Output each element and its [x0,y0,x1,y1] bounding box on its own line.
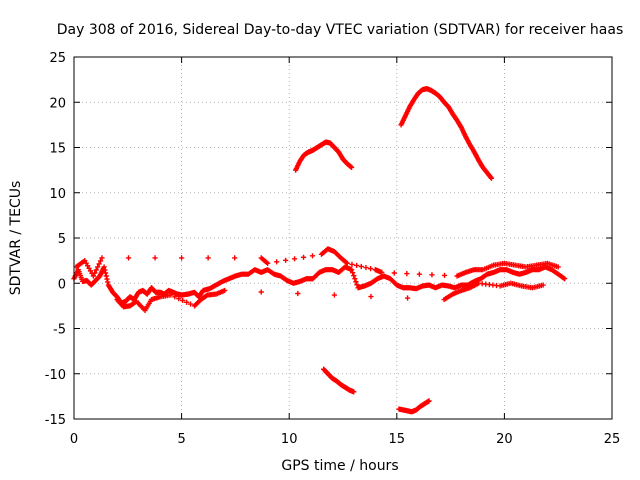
grid [74,57,612,419]
data-point [349,261,355,267]
data-point [90,273,96,279]
data-point [222,287,228,294]
data-point [187,301,194,307]
y-tick-label: 25 [49,51,66,66]
data-point [125,255,132,261]
data-point [172,294,178,300]
y-tick-label: 10 [49,187,66,202]
data-point [180,297,186,304]
data-point [391,270,397,276]
axis-ticks: 0 5 10 15 20 25 -15 -10 -5 0 5 10 15 20 25 [45,51,621,447]
x-tick-label: 0 [70,432,78,447]
data-point [488,174,494,180]
y-tick-label: 5 [58,232,66,247]
data-point [344,260,350,266]
data-point [351,273,357,279]
data-point [562,276,568,282]
data-point [258,289,264,295]
data-point [101,264,107,270]
data-point [265,260,271,266]
data-point [354,282,360,288]
data-point [300,254,307,260]
data-point [349,267,355,273]
data-point [102,270,109,276]
data-point [93,267,99,273]
data-point [96,261,102,267]
y-tick-label: -5 [53,323,66,338]
data-point [205,255,211,261]
data-point [179,255,185,261]
data-point [368,293,374,300]
data-point [295,290,301,297]
x-tick-label: 25 [604,432,621,447]
data-point [354,262,360,269]
data-point [350,270,356,276]
data-point [283,257,289,263]
data-point [184,299,190,305]
data-point [349,164,355,171]
x-tick-label: 15 [389,432,406,447]
data-point [352,276,358,282]
data-point [368,266,374,272]
x-axis-label: GPS time / hours [281,458,398,474]
data-point [99,255,105,261]
data-point [416,271,422,277]
data-points [71,86,568,415]
y-tick-label: 20 [49,96,66,111]
data-point [309,253,316,259]
data-point [104,276,110,282]
data-point [426,398,432,404]
data-point [488,175,495,181]
data-point [232,255,238,261]
chart-title: Day 308 of 2016, Sidereal Day-to-day VTE… [57,22,624,38]
data-point [358,263,364,270]
x-tick-label: 20 [496,432,513,447]
data-point [540,282,546,288]
data-point [363,264,369,271]
y-tick-label: 0 [58,277,66,292]
data-point [274,259,280,265]
y-axis-label: SDTVAR / TECUs [8,181,24,296]
data-point [102,267,108,273]
data-point [152,255,158,261]
data-point [168,292,174,298]
data-point [103,273,109,279]
y-tick-label: -15 [45,413,66,428]
data-point [105,279,111,285]
x-tick-label: 5 [177,432,185,447]
data-point [331,292,337,298]
data-point [441,272,448,279]
data-point [555,264,561,270]
data-point [95,264,101,270]
data-point [404,295,411,301]
data-point [379,269,385,275]
data-point [353,279,359,285]
y-tick-label: -10 [45,368,66,383]
data-point [176,296,182,302]
data-point [429,272,435,278]
data-point [351,389,357,395]
data-point [92,270,98,276]
data-point [97,258,104,264]
x-tick-label: 10 [281,432,298,447]
data-point [291,256,298,262]
data-point [404,270,410,277]
y-tick-label: 15 [49,142,66,157]
